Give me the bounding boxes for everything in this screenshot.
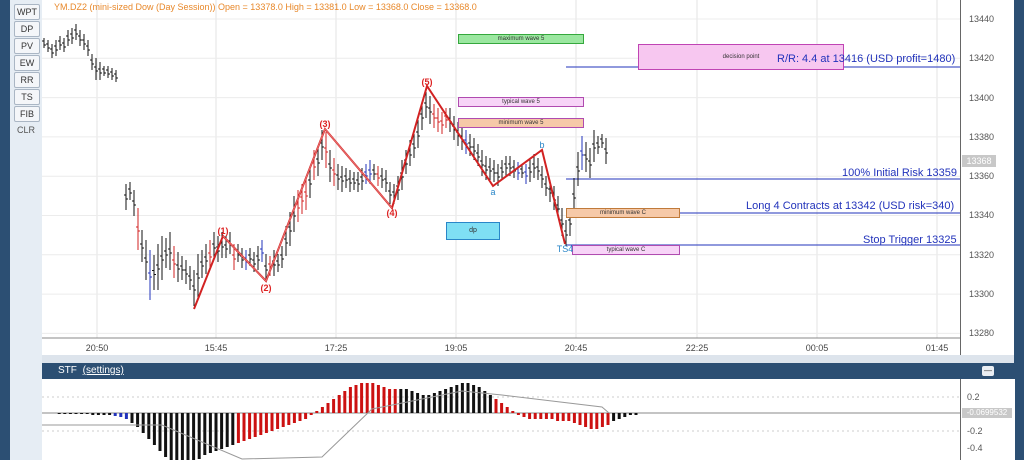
stf-indicator[interactable] xyxy=(42,379,960,460)
pane-separator[interactable] xyxy=(42,355,1014,363)
sub-pane-title: STF xyxy=(58,365,77,376)
ts-button[interactable]: TS xyxy=(14,89,40,105)
rr-annotation: R/R: 4.4 at 13416 (USD profit=1480) xyxy=(777,53,956,65)
time-label: 22:25 xyxy=(685,343,709,353)
wave-1-label: (1) xyxy=(217,226,229,236)
fib-button[interactable]: FIB xyxy=(14,106,40,122)
rr-button[interactable]: RR xyxy=(14,72,40,88)
stf-canvas xyxy=(42,383,960,460)
chart-info-text: YM.DZ2 (mini-sized Dow (Day Session)) Op… xyxy=(54,2,477,12)
time-label: 01:45 xyxy=(925,343,949,353)
price-tick: 13440 xyxy=(969,14,995,24)
stf-signal-line xyxy=(42,390,610,460)
stf-tick: -0.4 xyxy=(967,443,983,453)
settings-link[interactable]: (settings) xyxy=(82,365,124,376)
wave-5-label: (5) xyxy=(421,77,433,87)
time-label: 15:45 xyxy=(204,343,228,353)
wpt-button[interactable]: WPT xyxy=(14,4,40,20)
min-wave5-box: minimum wave 5 xyxy=(458,118,584,128)
price-chart[interactable]: YM.DZ2 (mini-sized Dow (Day Session)) Op… xyxy=(42,0,960,355)
wave-4-label: (4) xyxy=(386,208,398,218)
price-tick: 13340 xyxy=(969,210,995,220)
price-tick: 13280 xyxy=(969,328,995,338)
dp-button[interactable]: DP xyxy=(14,21,40,37)
price-tick: 13300 xyxy=(969,289,995,299)
wave-2-label: (2) xyxy=(260,283,272,293)
time-label: 19:05 xyxy=(444,343,468,353)
max-wave5-box: maximum wave 5 xyxy=(458,34,584,44)
wave-channel-line xyxy=(222,128,393,282)
price-tick: 13320 xyxy=(969,250,995,260)
sub-pane-header: STF (settings) xyxy=(42,363,1014,379)
stf-tick: -0.2 xyxy=(967,426,983,436)
price-axis[interactable]: 13440 13420 13400 13380 13360 13340 1332… xyxy=(960,0,1015,355)
wave-a-label: a xyxy=(490,187,496,197)
stf-value-badge: -0.0699532 xyxy=(962,408,1012,418)
close-pane-icon[interactable]: — xyxy=(982,366,994,376)
time-label: 20:50 xyxy=(85,343,109,353)
wave-b-label: b xyxy=(539,140,545,150)
min-waveC-box: minimum wave C xyxy=(566,208,680,218)
stf-axis: 0.2 -0.2 -0.4 xyxy=(960,379,1015,460)
current-price-badge: 13368 xyxy=(962,155,996,167)
window-edge xyxy=(1014,0,1024,460)
wave-3-label: (3) xyxy=(319,119,331,129)
typical-waveC-box: typical wave C xyxy=(572,245,680,255)
dp-box: dp xyxy=(446,222,500,240)
chart-toolbar: WPT DP PV EW RR TS FIB CLR xyxy=(10,0,43,460)
price-tick: 13420 xyxy=(969,53,995,63)
ew-button[interactable]: EW xyxy=(14,55,40,71)
stf-tick: 0.2 xyxy=(967,392,980,402)
time-label: 00:05 xyxy=(805,343,829,353)
stop-trigger-annotation: Stop Trigger 13325 xyxy=(863,234,957,246)
initial-risk-annotation: 100% Initial Risk 13359 xyxy=(842,167,957,179)
ts4-label: TS4 xyxy=(556,244,574,254)
price-tick: 13380 xyxy=(969,132,995,142)
price-tick: 13360 xyxy=(969,171,995,181)
typical-wave5-box: typical wave 5 xyxy=(458,97,584,107)
time-label: 20:45 xyxy=(564,343,588,353)
long-position-annotation: Long 4 Contracts at 13342 (USD risk=340) xyxy=(746,200,955,212)
pv-button[interactable]: PV xyxy=(14,38,40,54)
decision-point-box: decision point xyxy=(638,44,844,70)
clr-button[interactable]: CLR xyxy=(16,125,35,135)
price-tick: 13400 xyxy=(969,93,995,103)
time-label: 17:25 xyxy=(324,343,348,353)
